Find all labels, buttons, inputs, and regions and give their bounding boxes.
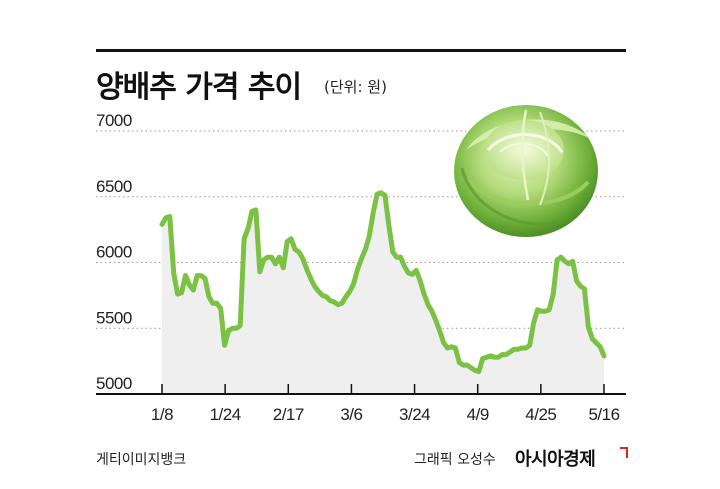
x-tick-label: 5/16 bbox=[588, 405, 619, 424]
y-tick-label: 5000 bbox=[96, 374, 132, 393]
unit-label: (단위: 원) bbox=[324, 78, 387, 96]
y-axis-ticks: 5000 5500 6000 6500 7000 bbox=[96, 111, 132, 393]
x-tick-label: 4/25 bbox=[525, 405, 556, 424]
x-tick-label: 3/6 bbox=[340, 405, 362, 424]
brand-mark-icon bbox=[620, 447, 628, 458]
top-rule bbox=[96, 49, 626, 52]
x-tick-label: 2/17 bbox=[273, 405, 304, 424]
photo-credit: 게티이미지뱅크 bbox=[96, 452, 187, 468]
chart-title: 양배추 가격 추이 bbox=[96, 70, 302, 105]
graphic-credit: 그래픽 오성수 bbox=[414, 452, 496, 468]
y-tick-label: 6000 bbox=[96, 243, 132, 262]
y-tick-label: 7000 bbox=[96, 111, 132, 130]
x-tick-label: 4/9 bbox=[467, 405, 489, 424]
y-tick-label: 6500 bbox=[96, 177, 132, 196]
x-tick-label: 1/8 bbox=[151, 405, 173, 424]
x-tick-label: 1/24 bbox=[210, 405, 241, 424]
price-line bbox=[159, 190, 607, 375]
x-tick-label: 3/24 bbox=[399, 405, 430, 424]
brand-logo: 아시아경제 bbox=[515, 449, 596, 470]
price-area bbox=[162, 192, 604, 394]
y-tick-label: 5500 bbox=[96, 308, 132, 327]
cabbage-illustration bbox=[454, 105, 598, 237]
x-axis-ticks: 1/8 1/24 2/17 3/6 3/24 4/9 4/25 5/16 bbox=[151, 384, 620, 424]
